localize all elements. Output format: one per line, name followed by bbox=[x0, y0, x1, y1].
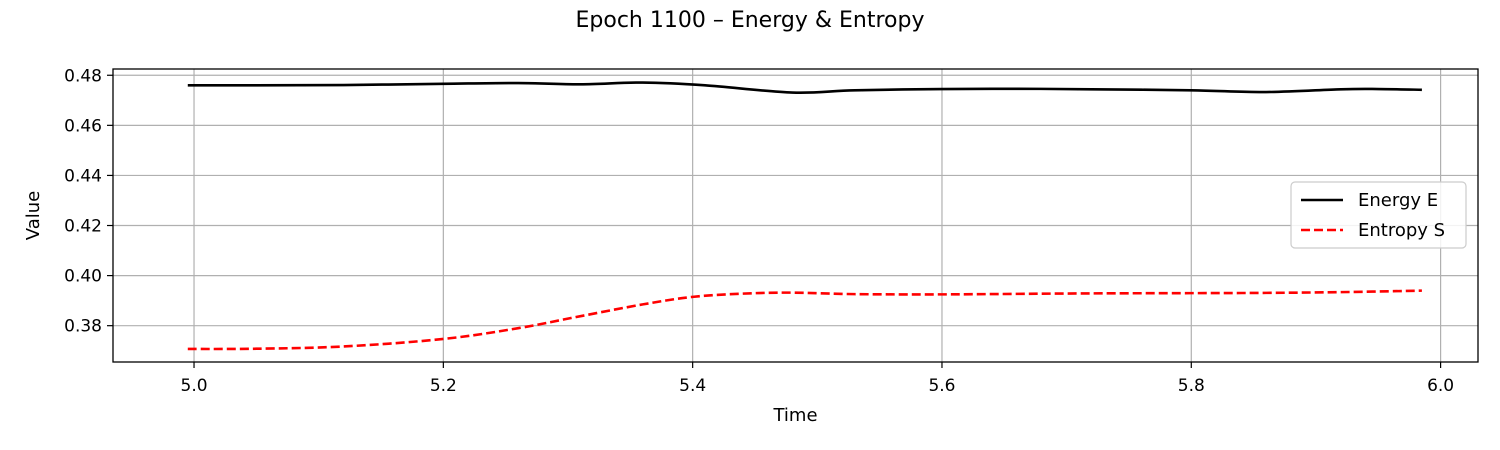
y-axis-label: Value bbox=[23, 191, 44, 240]
legend-box bbox=[1290, 181, 1467, 249]
x-tick-label-4: 5.8 bbox=[1178, 376, 1205, 396]
y-tick-label-2: 0.42 bbox=[64, 217, 102, 237]
x-axis-label: Time bbox=[772, 405, 817, 426]
y-tick-label-4: 0.46 bbox=[64, 116, 102, 136]
plot-area bbox=[187, 81, 1422, 351]
y-tick-label-3: 0.44 bbox=[64, 166, 102, 186]
plot-frame bbox=[112, 68, 1479, 363]
legend-label-1: Entropy S bbox=[1358, 220, 1445, 241]
x-tick-label-5: 6.0 bbox=[1427, 376, 1454, 396]
x-tick-label-2: 5.4 bbox=[679, 376, 706, 396]
x-tick-label-1: 5.2 bbox=[430, 376, 457, 396]
grid-lines bbox=[113, 69, 1478, 362]
chart-title: Epoch 1100 – Energy & Entropy bbox=[576, 8, 925, 33]
y-tick-label-1: 0.40 bbox=[64, 267, 102, 287]
axis-ticks: 5.0 5.2 5.4 5.6 5.8 6.0 0.38 0.40 0.42 0.44 0.46 0.… bbox=[64, 66, 1454, 396]
series-line-energy-e bbox=[187, 81, 1422, 95]
y-tick-label-0: 0.38 bbox=[64, 317, 102, 337]
y-tick-label-5: 0.48 bbox=[64, 66, 102, 86]
series-line-entropy-s bbox=[187, 289, 1422, 351]
legend: Energy E Entropy S bbox=[1290, 181, 1467, 249]
x-tick-label-0: 5.0 bbox=[181, 376, 208, 396]
x-tick-label-3: 5.6 bbox=[928, 376, 955, 396]
legend-label-0: Energy E bbox=[1358, 190, 1438, 211]
